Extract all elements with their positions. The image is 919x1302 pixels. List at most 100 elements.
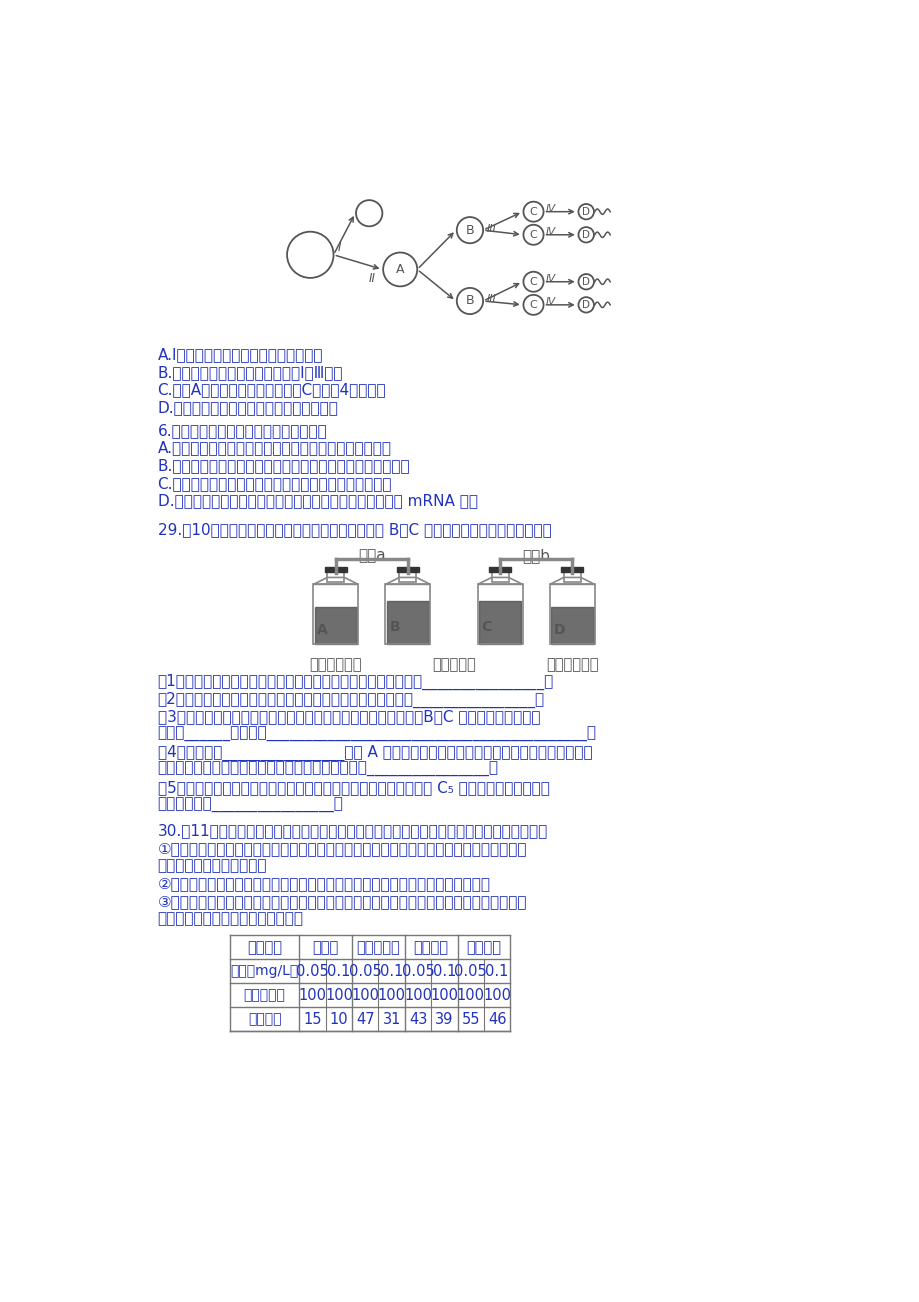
Text: D.细胞分化使细胞功能趋向专门化，所以不同生物的细胞中 mRNA 不同: D.细胞分化使细胞功能趋向专门化，所以不同生物的细胞中 mRNA 不同	[157, 493, 477, 509]
Text: 处理插条数: 处理插条数	[244, 988, 285, 1003]
Text: I: I	[337, 241, 341, 254]
Text: C: C	[529, 229, 537, 240]
Text: 30.（11分）根据不同植物激素对植物插条生根的生理效应，某生物小组同学进行了如下实验: 30.（11分）根据不同植物激素对植物插条生根的生理效应，某生物小组同学进行了如…	[157, 823, 548, 838]
Bar	[313, 585, 358, 644]
Text: （4）通常采用________________法对 A 瓶中的酵母菌进行计数，若在血细胞计数板上的一个: （4）通常采用________________法对 A 瓶中的酵母菌进行计数，若…	[157, 745, 592, 760]
Text: B: B	[465, 224, 474, 237]
Text: 吲哚乙酸: 吲哚乙酸	[414, 940, 448, 954]
Text: 成活株数: 成活株数	[247, 1012, 281, 1026]
Bar	[324, 568, 346, 572]
Text: 可能的原因是________________。: 可能的原因是________________。	[157, 798, 343, 812]
Text: A.Ⅰ过程中细胞内可能含有四个染色体组: A.Ⅰ过程中细胞内可能含有四个染色体组	[157, 348, 323, 362]
Text: 100: 100	[430, 988, 458, 1003]
Text: 0.1: 0.1	[432, 963, 456, 979]
Text: 吲哚丁酸: 吲哚丁酸	[466, 940, 501, 954]
Text: 47: 47	[356, 1012, 374, 1026]
Bar	[489, 568, 510, 572]
Text: 装置b: 装置b	[522, 548, 550, 564]
Text: C.培养基中的大肠杆菌不能通过无丝分裂来增加菌体数目: C.培养基中的大肠杆菌不能通过无丝分裂来增加菌体数目	[157, 475, 391, 491]
Text: III: III	[486, 224, 495, 233]
Text: A.衰老的细胞呼吸速率减慢，细胞核体积增大，染色加深: A.衰老的细胞呼吸速率减慢，细胞核体积增大，染色加深	[157, 440, 391, 456]
Text: 植物激素: 植物激素	[247, 940, 282, 954]
Text: IV: IV	[545, 203, 555, 214]
Text: B.细胞中姐妹染色单体分开发生在Ⅰ、Ⅲ过程: B.细胞中姐妹染色单体分开发生在Ⅰ、Ⅲ过程	[157, 365, 343, 380]
Text: 100: 100	[482, 988, 511, 1003]
Text: （2）酵母菌氧气充足时快速繁殖，此时细胞呼吸的总反应式是________________。: （2）酵母菌氧气充足时快速繁殖，此时细胞呼吸的总反应式是____________…	[157, 691, 544, 707]
Text: A: A	[395, 263, 404, 276]
Bar	[385, 585, 430, 644]
Text: IV: IV	[545, 227, 555, 237]
Text: 乳酸菌培养液: 乳酸菌培养液	[545, 656, 598, 672]
Text: 15: 15	[303, 1012, 322, 1026]
Text: C: C	[529, 277, 537, 286]
Text: 55: 55	[461, 1012, 480, 1026]
Bar	[327, 572, 344, 582]
Bar	[479, 602, 521, 644]
Text: 100: 100	[299, 988, 326, 1003]
Text: 酵母菌培养液: 酵母菌培养液	[310, 656, 362, 672]
Text: 0.1: 0.1	[485, 963, 508, 979]
Text: D: D	[582, 207, 590, 216]
Text: 浓度（mg/L）: 浓度（mg/L）	[230, 965, 299, 978]
Bar	[386, 602, 429, 644]
Bar	[397, 568, 418, 572]
Bar	[399, 572, 416, 582]
Text: （1）从结构上来说乳酸菌不同于其他两种生物，主要判断依据是________________。: （1）从结构上来说乳酸菌不同于其他两种生物，主要判断依据是___________…	[157, 673, 553, 690]
Text: B: B	[389, 620, 400, 634]
Text: 46: 46	[487, 1012, 505, 1026]
Text: 0.05: 0.05	[402, 963, 434, 979]
Text: 31: 31	[382, 1012, 401, 1026]
Bar	[561, 568, 583, 572]
Text: 0.05: 0.05	[454, 963, 486, 979]
Text: D: D	[582, 299, 590, 310]
Text: III: III	[486, 294, 495, 305]
Text: 小方格内酵母菌过多，难以数清，应当采取的措施是________________。: 小方格内酵母菌过多，难以数清，应当采取的措施是________________。	[157, 762, 498, 777]
Text: （5）将小球藻装在密闭容器中，始终保持适宜温度和光照。若发现 C₅ 的含量快速升高，则最: （5）将小球藻装在密闭容器中，始终保持适宜温度和光照。若发现 C₅ 的含量快速升…	[157, 780, 549, 796]
Text: B: B	[465, 294, 474, 307]
Bar	[550, 607, 593, 644]
Text: C.一个A细胞经过减数分裂形成的C细胞有4种基因型: C.一个A细胞经过减数分裂形成的C细胞有4种基因型	[157, 383, 386, 397]
Text: 100: 100	[403, 988, 432, 1003]
Text: D: D	[582, 277, 590, 286]
Text: 39: 39	[435, 1012, 453, 1026]
Bar	[314, 607, 357, 644]
Text: 6.下列关于细胞生命历程的说法错误的是: 6.下列关于细胞生命历程的说法错误的是	[157, 423, 327, 437]
Text: 0.05: 0.05	[348, 963, 381, 979]
Text: 100: 100	[456, 988, 484, 1003]
Text: D.该过程发生在哺乳动物睾丸的曲细精管中: D.该过程发生在哺乳动物睾丸的曲细精管中	[157, 400, 338, 415]
Text: 赤霉素: 赤霉素	[312, 940, 338, 954]
Text: 0.1: 0.1	[380, 963, 403, 979]
Text: C: C	[529, 299, 537, 310]
Bar	[550, 585, 594, 644]
Text: 10: 10	[329, 1012, 348, 1026]
Text: 0.05: 0.05	[296, 963, 329, 979]
Text: 小的是______，原因为__________________________________________。: 小的是______，原因为___________________________…	[157, 727, 596, 742]
Text: D: D	[582, 229, 590, 240]
Text: 100: 100	[324, 988, 353, 1003]
Text: 小球藻悬液: 小球藻悬液	[432, 656, 475, 672]
Text: 装置a: 装置a	[357, 548, 385, 564]
Text: D: D	[553, 622, 564, 637]
Bar	[563, 572, 580, 582]
Text: （3）将两个装置都同时放在适宜的温度和光照下培养一段时间，B、C 两瓶中小球藻密度较: （3）将两个装置都同时放在适宜的温度和光照下培养一段时间，B、C 两瓶中小球藻密…	[157, 710, 539, 724]
Text: A: A	[317, 622, 328, 637]
Text: 端剪成斜面，分成若干组。: 端剪成斜面，分成若干组。	[157, 858, 267, 874]
Text: 29.（10分）有人利用小球藻做了下列实验，开始时 B、C 瓶中小球藻数量相同，请回答：: 29.（10分）有人利用小球藻做了下列实验，开始时 B、C 瓶中小球藻数量相同，…	[157, 522, 550, 536]
Bar	[491, 572, 508, 582]
Text: 100: 100	[378, 988, 405, 1003]
Text: 细胞分裂素: 细胞分裂素	[357, 940, 400, 954]
Text: B.细胞的自然更新、被病原体感染的细胞的清除属于细胞凋亡: B.细胞的自然更新、被病原体感染的细胞的清除属于细胞凋亡	[157, 458, 410, 473]
Bar	[477, 585, 522, 644]
Text: 结果见下表，请根据结果分析作答：: 结果见下表，请根据结果分析作答：	[157, 911, 303, 927]
Text: ②分别用不同浓度的吲哚乙酸、吲哚丁酸、细胞分裂素、赤霉素溶液浸泡其下端。: ②分别用不同浓度的吲哚乙酸、吲哚丁酸、细胞分裂素、赤霉素溶液浸泡其下端。	[157, 876, 490, 891]
Text: IV: IV	[545, 297, 555, 307]
Text: C: C	[529, 207, 537, 216]
Text: 43: 43	[408, 1012, 426, 1026]
Text: ①取生长健壮、无病虫害的沙枣枝条若干，截成小段，将每小段形态学上端用石蜡封口，下: ①取生长健壮、无病虫害的沙枣枝条若干，截成小段，将每小段形态学上端用石蜡封口，下	[157, 841, 527, 855]
Text: IV: IV	[545, 273, 555, 284]
Text: 100: 100	[351, 988, 379, 1003]
Text: ③一段时间后，将插条插到实验田中，观察沙枣插条的发芽、生长情况，并统计其成活率，: ③一段时间后，将插条插到实验田中，观察沙枣插条的发芽、生长情况，并统计其成活率，	[157, 894, 527, 909]
Text: II: II	[369, 272, 375, 285]
Text: C: C	[481, 620, 492, 634]
Text: 0.1: 0.1	[327, 963, 350, 979]
